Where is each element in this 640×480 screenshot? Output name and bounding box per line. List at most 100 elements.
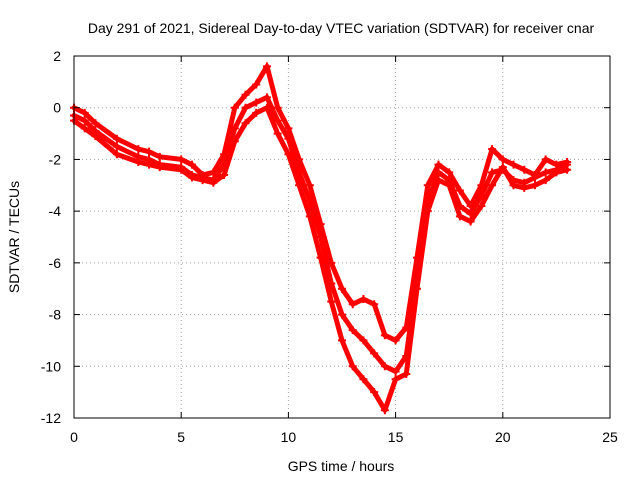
data-point-marker bbox=[112, 134, 121, 143]
data-point-marker bbox=[359, 375, 368, 384]
data-point-marker bbox=[295, 181, 304, 190]
data-point-marker bbox=[327, 297, 336, 306]
data-point-marker bbox=[530, 181, 539, 190]
y-axis-label: SDTVAR / TECUs bbox=[6, 181, 22, 293]
data-point-marker bbox=[552, 168, 561, 177]
data-point-marker bbox=[91, 119, 100, 128]
data-series bbox=[70, 62, 572, 415]
axis-ticks bbox=[73, 55, 611, 419]
data-point-marker bbox=[370, 349, 379, 358]
data-point-marker bbox=[262, 103, 271, 112]
y-tick-label: -12 bbox=[41, 410, 61, 426]
data-point-marker bbox=[359, 336, 368, 345]
gridlines bbox=[74, 56, 610, 418]
data-point-marker bbox=[488, 181, 497, 190]
data-point-marker bbox=[498, 155, 507, 164]
data-point-marker bbox=[338, 336, 346, 345]
data-point-marker bbox=[370, 300, 379, 309]
y-tick-label: -8 bbox=[49, 307, 62, 323]
series-line bbox=[71, 105, 570, 413]
data-point-marker bbox=[348, 362, 357, 371]
data-point-marker bbox=[241, 90, 250, 99]
data-point-marker bbox=[348, 326, 357, 335]
series-track-2 bbox=[70, 93, 572, 376]
data-point-marker bbox=[541, 168, 550, 177]
data-point-marker bbox=[380, 362, 389, 371]
data-point-marker bbox=[563, 165, 572, 174]
series-track-1 bbox=[70, 62, 572, 345]
data-point-marker bbox=[262, 62, 271, 71]
series-line bbox=[71, 63, 570, 343]
data-point-marker bbox=[284, 150, 293, 159]
data-point-marker bbox=[230, 137, 239, 146]
data-point-marker bbox=[498, 163, 507, 172]
data-point-marker bbox=[391, 336, 400, 345]
x-tick-label: 25 bbox=[602, 429, 618, 445]
data-point-marker bbox=[305, 181, 314, 190]
data-point-marker bbox=[134, 145, 143, 154]
tick-labels: 0 5 10 15 20 25 -12 -10 -8 -6 -4 -2 0 2 bbox=[41, 48, 618, 445]
data-point-marker bbox=[112, 150, 121, 159]
data-point-marker bbox=[187, 160, 196, 169]
x-tick-label: 10 bbox=[281, 429, 297, 445]
data-point-marker bbox=[252, 108, 261, 117]
data-point-marker bbox=[359, 295, 368, 304]
data-point-marker bbox=[530, 173, 539, 182]
data-point-marker bbox=[509, 181, 518, 190]
data-point-marker bbox=[509, 160, 518, 169]
data-point-marker bbox=[284, 124, 293, 133]
data-point-marker bbox=[541, 155, 550, 164]
data-point-marker bbox=[155, 163, 164, 172]
data-point-marker bbox=[338, 284, 346, 293]
data-point-marker bbox=[273, 103, 282, 112]
plot-frame bbox=[73, 55, 611, 419]
data-point-marker bbox=[209, 178, 218, 187]
data-point-marker bbox=[445, 168, 454, 177]
data-point-marker bbox=[241, 119, 250, 128]
data-point-marker bbox=[370, 388, 379, 397]
data-point-marker bbox=[80, 116, 89, 125]
data-point-marker bbox=[423, 181, 432, 190]
data-point-marker bbox=[455, 186, 464, 195]
data-point-marker bbox=[520, 165, 529, 174]
data-point-marker bbox=[220, 170, 229, 179]
data-point-marker bbox=[80, 124, 89, 133]
data-point-marker bbox=[145, 160, 154, 169]
chart-title: Day 291 of 2021, Sidereal Day-to-day VTE… bbox=[88, 20, 595, 36]
data-point-marker bbox=[187, 173, 196, 182]
y-tick-label: -2 bbox=[49, 151, 62, 167]
data-point-marker bbox=[284, 134, 293, 143]
data-point-marker bbox=[112, 142, 121, 151]
data-point-marker bbox=[177, 155, 186, 164]
data-point-marker bbox=[230, 103, 239, 112]
data-point-marker bbox=[91, 132, 100, 141]
data-point-marker bbox=[391, 367, 400, 376]
data-point-marker bbox=[252, 80, 261, 89]
data-point-marker bbox=[262, 93, 271, 102]
data-point-marker bbox=[488, 145, 497, 154]
data-point-marker bbox=[198, 176, 207, 185]
data-point-marker bbox=[488, 168, 497, 177]
x-axis-label: GPS time / hours bbox=[288, 458, 395, 474]
data-point-marker bbox=[80, 108, 89, 117]
data-point-marker bbox=[455, 212, 464, 221]
data-point-marker bbox=[155, 152, 164, 161]
data-point-marker bbox=[391, 375, 400, 384]
data-point-marker bbox=[305, 196, 314, 205]
data-point-marker bbox=[316, 233, 325, 241]
y-tick-label: -6 bbox=[49, 255, 62, 271]
data-point-marker bbox=[305, 212, 314, 221]
data-point-marker bbox=[316, 253, 325, 262]
data-point-marker bbox=[380, 331, 389, 340]
data-point-marker bbox=[380, 406, 389, 415]
data-point-marker bbox=[477, 201, 486, 210]
x-tick-label: 15 bbox=[388, 429, 404, 445]
data-point-marker bbox=[434, 168, 443, 177]
data-point-marker bbox=[252, 98, 261, 107]
data-point-marker bbox=[230, 124, 239, 133]
data-point-marker bbox=[145, 147, 154, 156]
data-point-marker bbox=[423, 207, 432, 216]
y-tick-label: -4 bbox=[49, 203, 62, 219]
data-point-marker bbox=[402, 370, 411, 379]
